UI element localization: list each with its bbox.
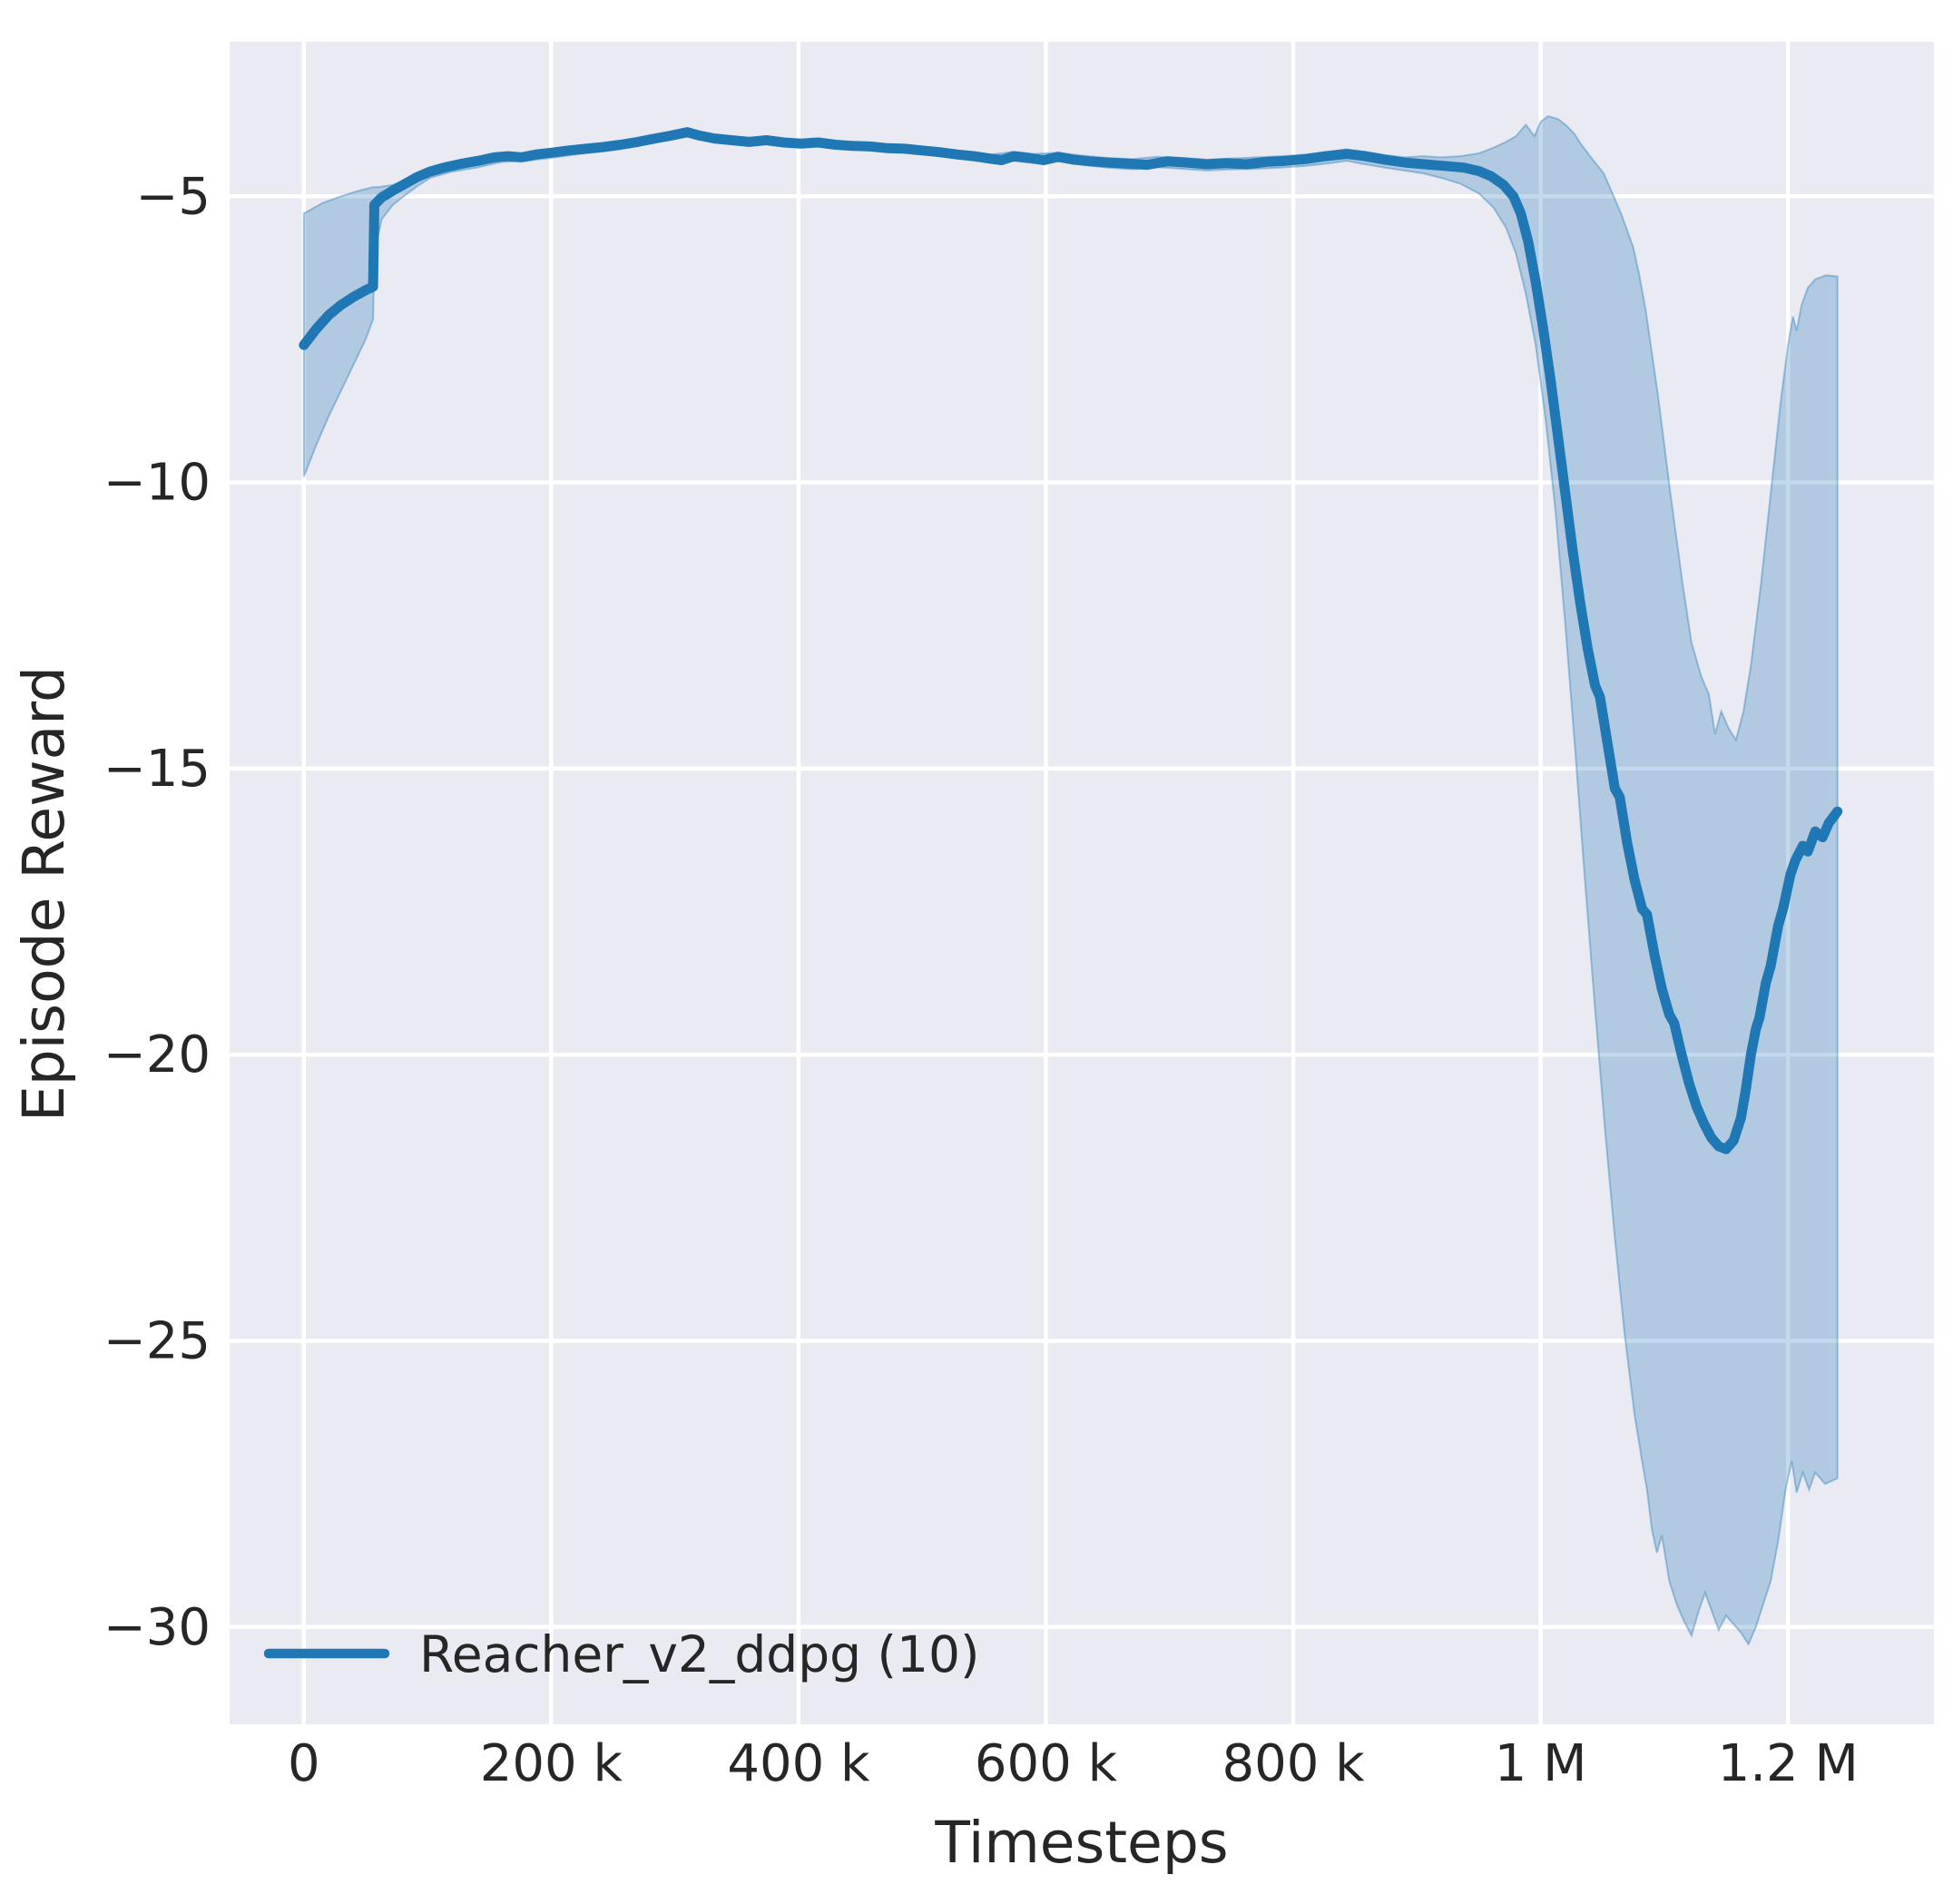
legend: Reacher_v2_ddpg (10)	[263, 1625, 979, 1683]
legend-label: Reacher_v2_ddpg (10)	[419, 1625, 979, 1683]
x-tick-label-5: 1 M	[1495, 1734, 1587, 1793]
x-tick-label-0: 0	[288, 1734, 320, 1793]
y-tick-label-5: −30	[103, 1598, 211, 1657]
y-tick-label-1: −10	[103, 454, 211, 513]
x-tick-label-1: 200 k	[480, 1734, 623, 1793]
plot-area	[230, 42, 1934, 1724]
y-tick-label-2: −15	[103, 740, 211, 799]
x-tick-label-4: 800 k	[1222, 1734, 1365, 1793]
x-tick-label-6: 1.2 M	[1718, 1734, 1859, 1793]
y-tick-label-3: −20	[103, 1026, 211, 1084]
x-axis-label: Timesteps	[934, 1810, 1228, 1876]
y-tick-label-0: −5	[135, 167, 211, 226]
x-tick-label-2: 400 k	[727, 1734, 870, 1793]
x-tick-label-3: 600 k	[975, 1734, 1118, 1793]
y-axis-label: Episode Reward	[11, 666, 77, 1122]
y-tick-label-4: −25	[103, 1311, 211, 1370]
reward-line	[299, 127, 1843, 1154]
